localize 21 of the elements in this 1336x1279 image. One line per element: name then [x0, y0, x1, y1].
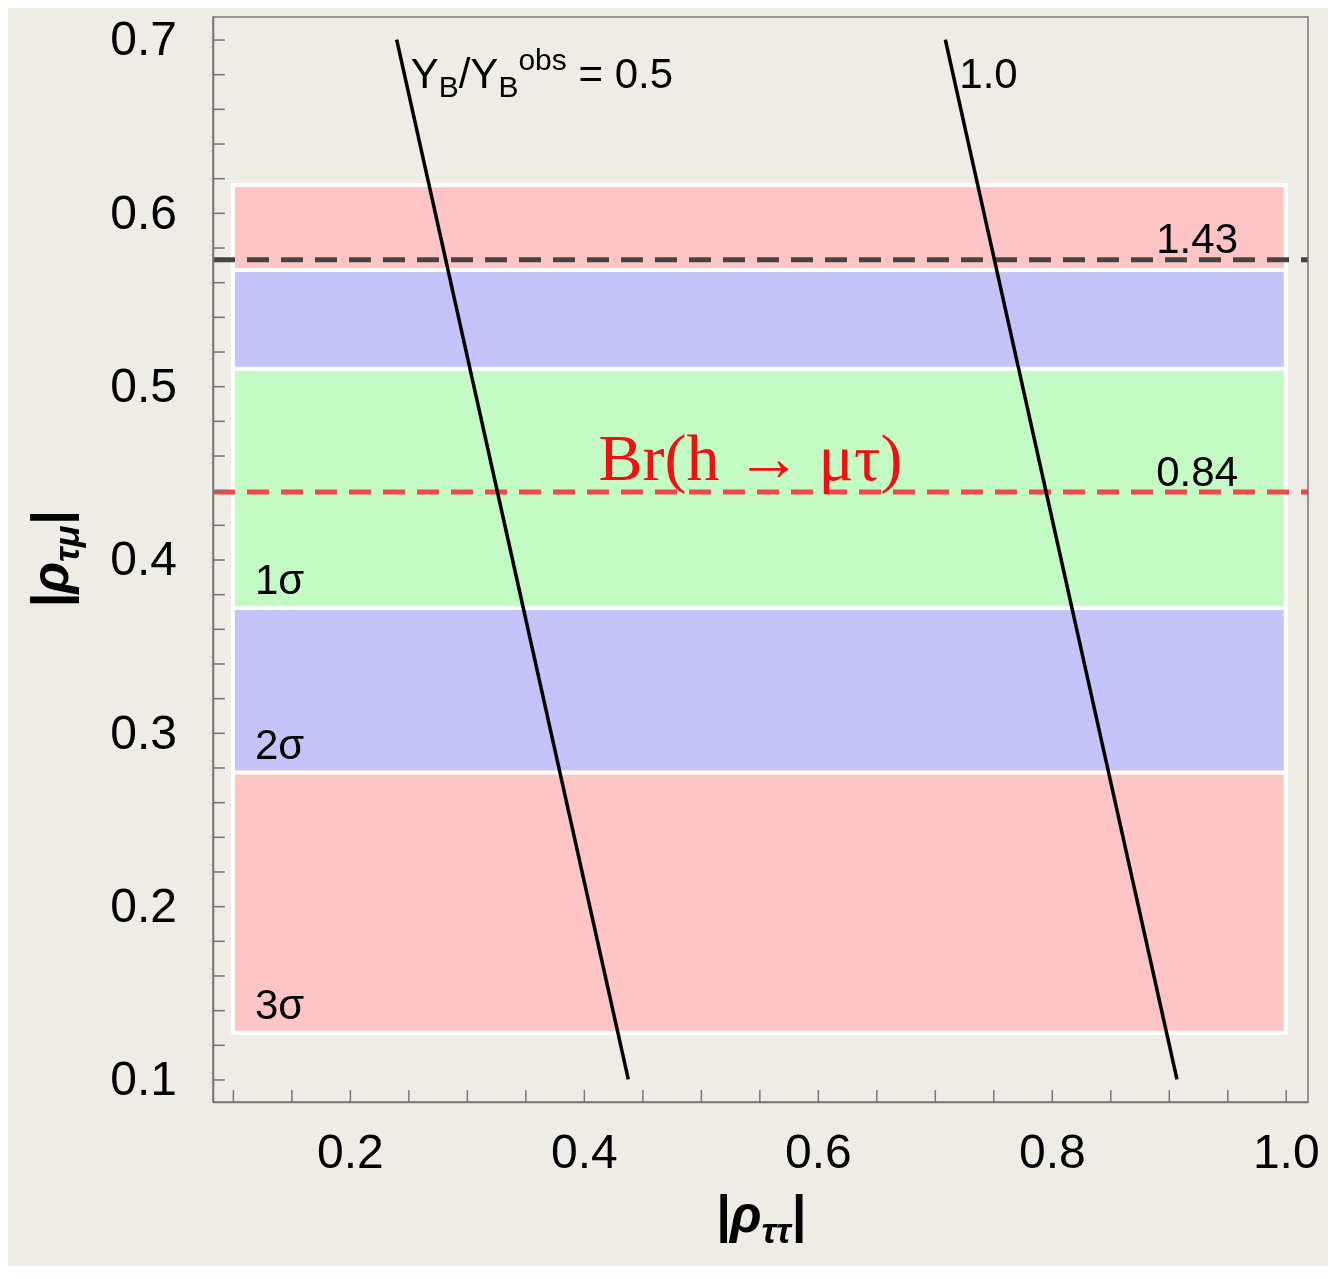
- band-label: 3σ: [254, 980, 305, 1028]
- series-label: Y$_{B}$/Y$_{B}$$^{obs}$ = 0.5: [410, 42, 674, 103]
- annotation: 0.84: [1156, 448, 1238, 495]
- x-axis-title: |ρ$_{ττ}$|: [715, 1185, 806, 1251]
- band-label: 2σ: [254, 720, 305, 768]
- x-tick-label: 0.4: [550, 1125, 618, 1179]
- annotation: 1.43: [1156, 215, 1238, 262]
- x-tick-label: 0.8: [1018, 1125, 1086, 1179]
- y-tick-label: 0.2: [110, 879, 177, 933]
- x-tick-label: 0.6: [784, 1125, 852, 1179]
- y-tick-label: 0.7: [110, 12, 177, 66]
- series-label: 1.0: [959, 49, 1018, 97]
- y-tick-label: 0.5: [110, 359, 177, 413]
- x-tick-label: 0.2: [317, 1125, 384, 1179]
- y-tick-label: 0.3: [110, 705, 177, 759]
- x-tick-label: 1.0: [1252, 1125, 1320, 1179]
- y-tick-label: 0.1: [110, 1052, 177, 1106]
- y-tick-label: 0.6: [110, 185, 177, 239]
- annotation: Br(h → μτ): [598, 420, 903, 495]
- band-label: 1σ: [254, 556, 305, 604]
- y-tick-label: 0.4: [110, 532, 177, 586]
